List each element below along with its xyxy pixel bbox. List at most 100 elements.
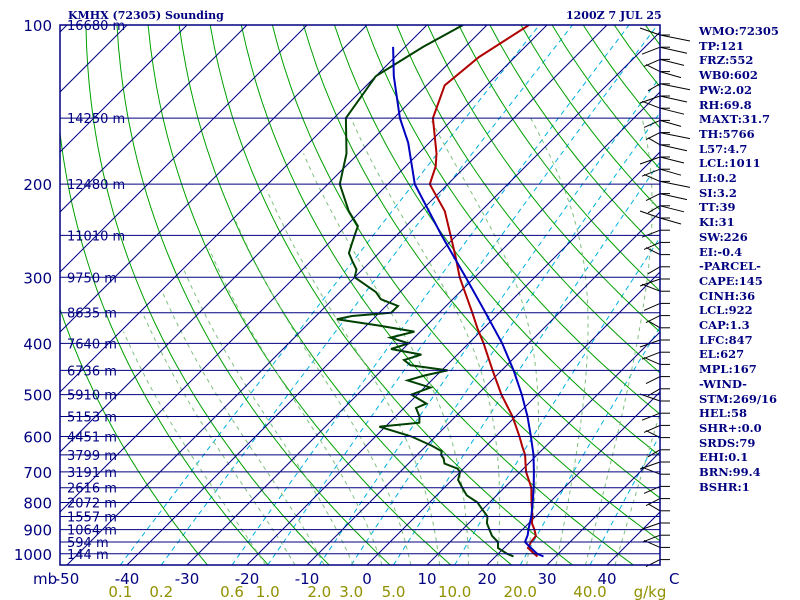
dry-adiabat [427, 25, 660, 333]
index-line: LI:0.2 [699, 171, 737, 185]
height-label: 4451 m [67, 430, 117, 445]
wind-barb [647, 83, 661, 92]
dry-adiabat [60, 128, 269, 565]
isotherm-line [426, 331, 660, 565]
wind-barb [659, 217, 682, 225]
index-line: MAXT:31.7 [699, 112, 770, 127]
plot-border [59, 24, 661, 566]
dry-adiabat [303, 25, 660, 499]
pressure-tick-label: 1000 [14, 546, 52, 564]
wind-barb [659, 119, 682, 127]
moist-adiabat [303, 153, 470, 565]
wind-barb [647, 205, 661, 214]
temperature-tick-label: 20 [477, 570, 496, 588]
isotherm-line [0, 25, 7, 565]
mixing-ratio-line [267, 25, 658, 565]
isotherm-line [60, 25, 248, 213]
index-line: L57:4.7 [699, 141, 748, 156]
mixing-ratio-label: 20.0 [504, 583, 537, 600]
mixing-ratio-label: 40.0 [573, 583, 606, 600]
wind-barb [647, 449, 661, 458]
wind-barb [645, 64, 661, 73]
temperature-tick-label: 10 [417, 570, 436, 588]
pressure-tick-label: 200 [23, 176, 52, 194]
wind-barb [659, 180, 691, 188]
height-label: 5153 m [67, 411, 117, 426]
index-line: BRN:99.4 [699, 465, 761, 479]
pressure-tick-label: 500 [23, 387, 52, 405]
wind-barb [639, 522, 661, 531]
wind-barb [641, 100, 661, 109]
wind-barb [645, 132, 661, 141]
pressure-axis-label: mb [33, 570, 57, 588]
index-line: SRDS:79 [699, 435, 756, 450]
pressure-tick-label: 600 [23, 428, 52, 446]
mixing-ratio-label: 0.2 [149, 583, 173, 600]
height-label: 1064 m [67, 524, 117, 539]
moist-adiabat [266, 189, 441, 565]
mixing-ratio-label: 0.6 [220, 583, 244, 600]
wind-barb [647, 503, 661, 512]
index-line: KI:31 [699, 215, 735, 230]
wind-barb [647, 266, 661, 275]
temperature-line [428, 25, 539, 558]
dry-adiabat [489, 25, 660, 252]
height-label: 5910 m [67, 389, 117, 404]
height-label: 9750 m [67, 271, 117, 286]
wind-barb [645, 376, 661, 385]
moist-adiabat [183, 269, 354, 565]
wind-barb [643, 173, 661, 182]
temperature-tick-label: -20 [235, 570, 260, 588]
index-line: EI:-0.4 [699, 244, 743, 259]
wind-barb [659, 46, 688, 54]
wind-barb [643, 356, 661, 365]
height-label: 3799 m [67, 449, 117, 464]
mixing-ratio-label: 10.0 [438, 583, 471, 600]
height-label: 144 m [67, 548, 109, 563]
index-line: HEL:58 [699, 406, 747, 421]
mixing-ratio-label: 0.1 [108, 583, 132, 600]
index-line: LCL:1011 [699, 156, 761, 171]
wind-barb [659, 34, 691, 42]
index-line: -WIND- [699, 376, 747, 391]
wind-barb [659, 156, 685, 164]
dry-adiabat [209, 25, 573, 565]
isotherm-line [126, 31, 660, 565]
dry-adiabat [60, 307, 208, 565]
pressure-tick-label: 700 [23, 464, 52, 482]
profiles-layer [336, 25, 544, 558]
wind-barb [659, 71, 682, 79]
isotherm-line [546, 451, 660, 565]
mixing-ratio-label: 2.0 [307, 583, 331, 600]
wind-barb [659, 205, 685, 213]
parcel-line [392, 46, 544, 558]
index-line: SW:226 [699, 229, 748, 244]
index-line: EHI:0.1 [699, 450, 749, 465]
wind-barb [645, 193, 661, 202]
dry-adiabat [770, 25, 800, 565]
index-line: MPL:167 [699, 362, 757, 377]
moist-adiabat [530, 117, 589, 565]
index-line: WB0:602 [699, 68, 758, 83]
wind-barb [639, 210, 661, 219]
mixing-ratio-label: 1.0 [256, 583, 280, 600]
temperature-tick-label: -40 [115, 570, 140, 588]
index-line: FRZ:552 [699, 53, 754, 68]
chart-title: KMHX (72305) Sounding [68, 9, 224, 22]
height-label: 6736 m [67, 364, 117, 379]
isotherm-line [366, 271, 660, 565]
wind-barb [659, 107, 685, 115]
wind-barb [659, 193, 688, 201]
dry-adiabat [271, 25, 660, 542]
height-label: 594 m [67, 536, 109, 551]
temperature-tick-label: 40 [597, 570, 616, 588]
dewpoint-line [336, 25, 514, 558]
dry-adiabat [85, 25, 330, 565]
wind-barb [641, 46, 661, 55]
wind-barbs [639, 25, 691, 568]
index-line: CAP:1.3 [699, 318, 750, 332]
isotherm-line [60, 25, 488, 453]
isotherm-line [60, 25, 308, 273]
